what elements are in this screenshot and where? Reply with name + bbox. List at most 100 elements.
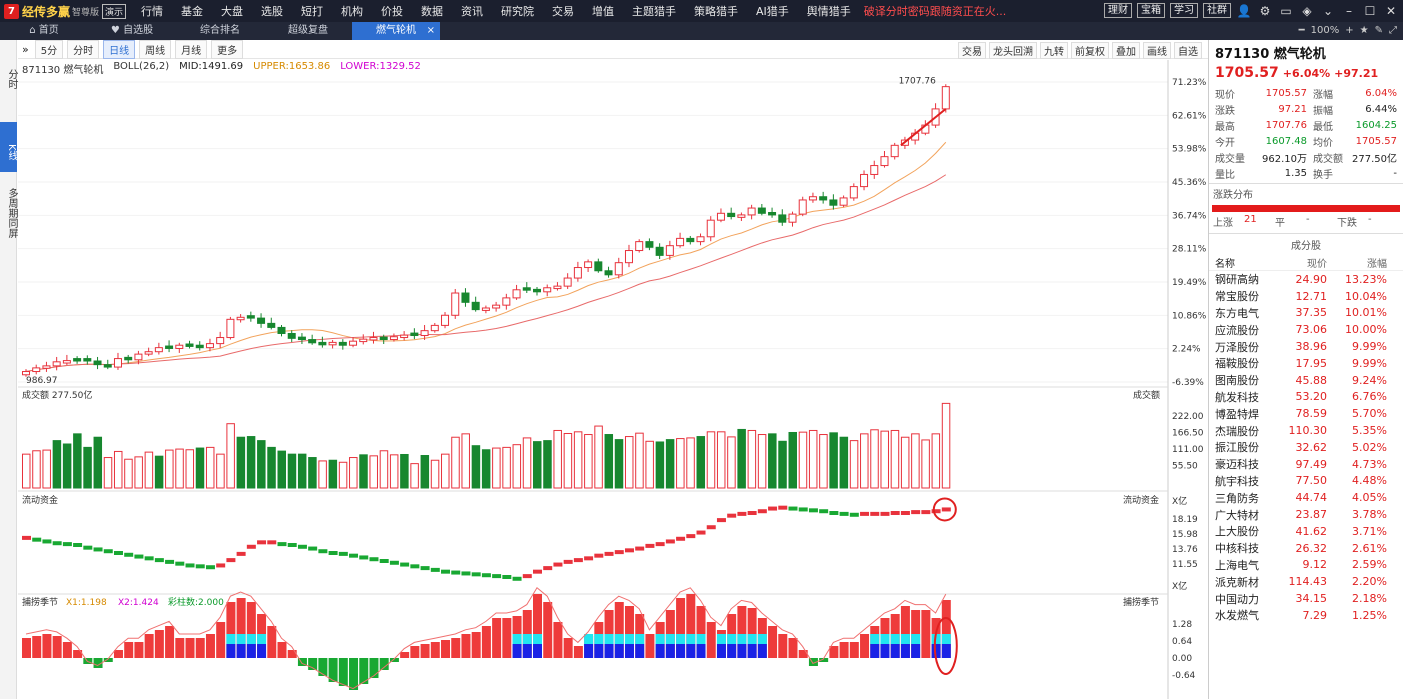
tab-gas-turbine[interactable]: 燃气轮机 ×: [352, 22, 440, 40]
overlay-button[interactable]: 叠加: [1112, 42, 1140, 59]
component-row[interactable]: 万泽股份 38.96 9.99%: [1215, 340, 1387, 354]
expand-icon[interactable]: ⤢: [1389, 25, 1397, 36]
user-icon[interactable]: 👤: [1236, 3, 1252, 18]
cycle-cyan-bar: [716, 634, 726, 644]
component-row[interactable]: 上大股份 41.62 3.71%: [1215, 524, 1387, 539]
flow-segment: [236, 551, 246, 556]
component-row[interactable]: 东方电气 37.35 10.01%: [1215, 306, 1387, 320]
volume-bar: [349, 457, 358, 489]
menu-item-4[interactable]: 短打: [301, 5, 323, 18]
component-row[interactable]: 水发燃气 7.29 1.25%: [1215, 608, 1387, 623]
menu-item-12[interactable]: 主题猎手: [632, 5, 676, 18]
news-ticker[interactable]: 破译分时密码跟随资正在火...: [863, 5, 1007, 18]
component-row[interactable]: 博盈特焊 78.59 5.70%: [1215, 407, 1387, 421]
flow-segment: [226, 558, 236, 563]
menu-item-2[interactable]: 大盘: [221, 5, 243, 18]
window-icon[interactable]: ▭: [1280, 3, 1292, 18]
component-row[interactable]: 三角防务 44.74 4.05%: [1215, 491, 1387, 505]
zoom-out-icon[interactable]: ━: [1298, 25, 1305, 36]
flow-segment: [318, 549, 328, 554]
period-intraday[interactable]: 分时: [67, 39, 100, 59]
menu-item-9[interactable]: 研究院: [501, 5, 534, 18]
period-daily[interactable]: 日线: [103, 39, 136, 59]
learn-button[interactable]: 学习: [1170, 3, 1198, 18]
trade-button[interactable]: 交易: [958, 42, 986, 59]
nine-turn-button[interactable]: 九转: [1040, 42, 1068, 59]
period-monthly[interactable]: 月线: [175, 39, 208, 59]
zoom-in-icon[interactable]: +: [1345, 25, 1354, 36]
menu-item-7[interactable]: 数据: [421, 5, 443, 18]
leader-backtrack-button[interactable]: 龙头回溯: [989, 42, 1037, 59]
cycle-bar: [379, 658, 389, 670]
add-watch-button[interactable]: 自选: [1174, 42, 1202, 59]
component-row[interactable]: 派克新材 114.43 2.20%: [1215, 575, 1387, 589]
period-more[interactable]: 更多: [211, 39, 244, 59]
component-row[interactable]: 图南股份 45.88 9.24%: [1215, 373, 1387, 388]
side-multi-period[interactable]: 多周期同屏: [6, 188, 17, 238]
component-row[interactable]: 常宝股份 12.71 10.04%: [1215, 289, 1387, 304]
candle: [829, 194, 838, 210]
cycle-bar: [236, 598, 246, 658]
component-row[interactable]: 航发科技 53.20 6.76%: [1215, 390, 1387, 404]
skin-icon[interactable]: ◈: [1302, 3, 1312, 18]
component-row[interactable]: 豪迈科技 97.49 4.73%: [1215, 457, 1387, 472]
wealth-button[interactable]: 理财: [1104, 3, 1132, 18]
volume-bar: [512, 444, 522, 489]
menu-item-1[interactable]: 基金: [181, 5, 203, 18]
cycle-bar: [941, 600, 951, 658]
chart-area[interactable]: 71.23% 62.61% 53.98% 45.36% 36.74% 28.11% 19.4…: [18, 60, 1208, 699]
candle: [696, 233, 705, 246]
adjust-button[interactable]: 前复权: [1071, 42, 1109, 59]
component-row[interactable]: 福鞍股份 17.95 9.99%: [1215, 356, 1387, 371]
candle: [819, 191, 828, 204]
menu-item-13[interactable]: 策略猎手: [694, 5, 738, 18]
tab-watchlist[interactable]: ♥ 自选股: [110, 25, 154, 36]
cycle-bar: [788, 638, 798, 658]
close-tab-icon[interactable]: ×: [426, 25, 435, 36]
side-intraday[interactable]: 分时: [6, 69, 17, 89]
volume-bar: [297, 453, 307, 489]
tab-review[interactable]: 超级复盘: [288, 25, 328, 36]
close-icon[interactable]: ✕: [1385, 3, 1397, 18]
tab-home[interactable]: ⌂ 首页: [29, 25, 59, 36]
candle: [471, 296, 480, 312]
menu-item-3[interactable]: 选股: [261, 5, 283, 18]
treasure-button[interactable]: 宝箱: [1137, 3, 1165, 18]
component-row[interactable]: 上海电气 9.12 2.59%: [1215, 558, 1387, 572]
component-row[interactable]: 中国动力 34.15 2.18%: [1215, 592, 1387, 606]
flow-segment: [22, 535, 31, 540]
flow-segment: [594, 553, 604, 558]
pen-icon[interactable]: ✎: [1374, 25, 1383, 36]
menu-item-0[interactable]: 行情: [141, 5, 163, 18]
period-5min[interactable]: 5分: [34, 39, 64, 59]
menu-item-6[interactable]: 价投: [381, 5, 403, 18]
volume-right-label: 成交额: [1133, 389, 1160, 401]
boll-label[interactable]: BOLL(26,2): [113, 61, 170, 72]
menu-item-5[interactable]: 机构: [341, 5, 363, 18]
component-row[interactable]: 航宇科技 77.50 4.48%: [1215, 474, 1387, 488]
draw-button[interactable]: 画线: [1143, 42, 1171, 59]
component-row[interactable]: 中核科技 26.32 2.61%: [1215, 541, 1387, 556]
period-weekly[interactable]: 周线: [139, 39, 172, 59]
component-row[interactable]: 杰瑞股份 110.30 5.35%: [1215, 424, 1387, 438]
tab-ranking[interactable]: 综合排名: [200, 25, 240, 36]
menu-item-15[interactable]: 舆情猎手: [806, 5, 851, 18]
menu-item-11[interactable]: 增值: [592, 5, 614, 18]
component-row[interactable]: 钢研高纳 24.90 13.23%: [1215, 272, 1387, 287]
dropdown-icon[interactable]: ⌄: [1322, 3, 1334, 18]
community-button[interactable]: 社群: [1203, 3, 1231, 18]
menu-item-14[interactable]: AI猎手: [756, 5, 789, 18]
menu-item-10[interactable]: 交易: [552, 5, 574, 18]
side-kline[interactable]: K线: [0, 122, 17, 172]
app-logo[interactable]: 7 经传多赢 智尊版 演示: [0, 3, 132, 20]
gear-icon[interactable]: ⚙: [1259, 3, 1271, 18]
maximize-icon[interactable]: ☐: [1364, 3, 1376, 18]
collapse-icon[interactable]: »: [22, 42, 29, 56]
component-row[interactable]: 广大特材 23.87 3.78%: [1215, 508, 1387, 522]
flow-segment: [205, 565, 215, 570]
menu-item-8[interactable]: 资讯: [461, 5, 483, 18]
minimize-icon[interactable]: –: [1346, 3, 1352, 18]
star-icon[interactable]: ★: [1359, 25, 1369, 36]
component-row[interactable]: 应流股份 73.06 10.00%: [1215, 323, 1387, 337]
component-row[interactable]: 振江股份 32.62 5.02%: [1215, 440, 1387, 455]
